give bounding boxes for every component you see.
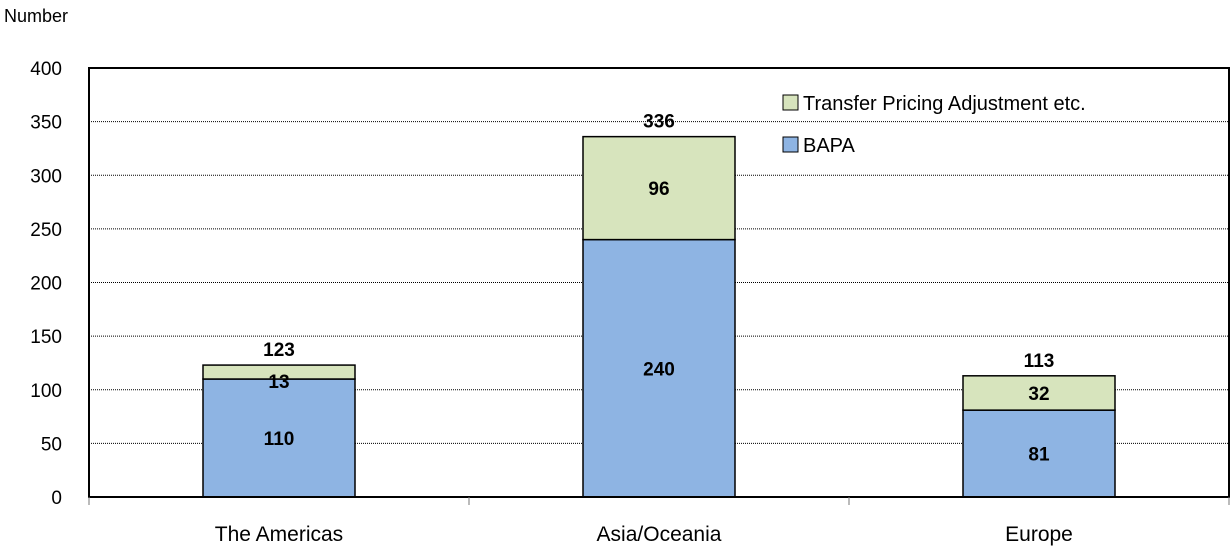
legend-label: Transfer Pricing Adjustment etc. xyxy=(803,93,1086,115)
y-tick-label: 50 xyxy=(41,434,62,455)
x-category-label: Asia/Oceania xyxy=(597,523,722,546)
bar-segment xyxy=(962,409,1116,498)
y-tick-label: 150 xyxy=(30,327,62,348)
y-tick-label: 250 xyxy=(30,220,62,241)
data-label: 240 xyxy=(643,359,675,380)
y-tick-label: 350 xyxy=(30,113,62,134)
x-category-label: Europe xyxy=(1005,523,1073,546)
y-tick-label: 400 xyxy=(30,59,62,80)
data-label: 110 xyxy=(264,429,295,450)
legend-label: BAPA xyxy=(803,135,856,157)
bar-segment xyxy=(582,135,736,241)
data-label: 81 xyxy=(1028,445,1050,466)
bar-segment xyxy=(582,238,736,498)
y-axis-label: Number xyxy=(4,6,68,26)
y-tick-label: 300 xyxy=(30,166,62,187)
axes: 0 50 100 150 200 250 300 350 400 The Americas Asia… xyxy=(30,59,1230,546)
data-label: 96 xyxy=(648,179,669,200)
bar-segment xyxy=(962,375,1116,411)
y-tick-label: 100 xyxy=(30,381,62,402)
plot-area-border xyxy=(88,67,1230,498)
total-label: 123 xyxy=(263,340,295,361)
legend-swatch xyxy=(782,136,799,153)
bar-segment xyxy=(202,364,356,380)
legend-swatch xyxy=(782,94,799,111)
total-label: 336 xyxy=(643,112,675,133)
legend: Transfer Pricing Adjustment etc. BAPA xyxy=(782,93,1086,157)
bars: 110 13 123 240 96 336 81 32 113 xyxy=(202,112,1116,498)
x-category-label: The Americas xyxy=(215,523,343,546)
data-label: 13 xyxy=(268,372,289,393)
y-tick-label: 0 xyxy=(51,488,62,509)
y-tick-label: 200 xyxy=(30,274,62,295)
total-label: 113 xyxy=(1024,351,1055,372)
data-label: 32 xyxy=(1028,384,1049,405)
